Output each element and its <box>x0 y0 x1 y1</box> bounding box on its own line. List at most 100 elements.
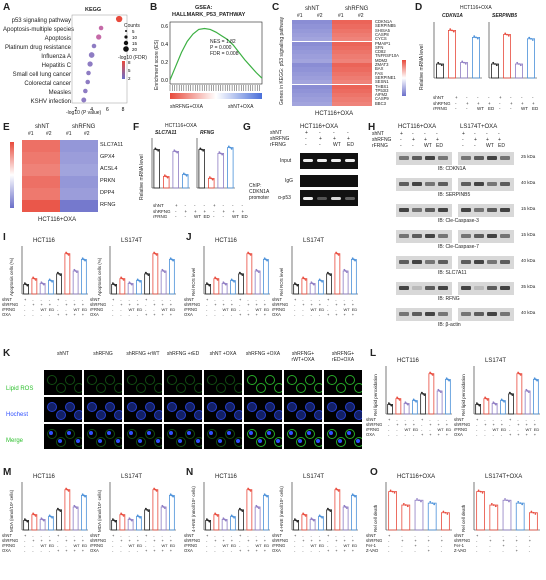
bar-dot <box>492 61 495 64</box>
cell-blob <box>167 429 177 439</box>
row-symbol: - <box>528 543 531 548</box>
bar-dot <box>429 371 432 374</box>
row-symbol: WT <box>255 543 262 548</box>
bar <box>427 502 437 531</box>
blot-band <box>461 208 471 212</box>
cell-blob <box>354 437 362 447</box>
bar-dot <box>527 391 530 394</box>
bar-dot <box>26 284 29 287</box>
panel-b-letter: B <box>150 2 158 13</box>
bar-dot <box>304 514 307 517</box>
row-symbol: + <box>48 538 52 543</box>
bar-dot <box>485 397 488 400</box>
bar-dot <box>387 402 390 405</box>
blot-band <box>487 286 497 290</box>
micro-col-label: shRFNG+ rED+OXA <box>331 351 355 363</box>
row-symbol: - <box>532 95 534 100</box>
row-symbol: - <box>136 297 139 302</box>
row-symbol: + <box>502 543 505 548</box>
row-symbol: + <box>153 548 156 553</box>
kegg-dot <box>83 88 88 94</box>
row-symbol: + <box>510 100 513 106</box>
panel-a-dotplot: 2 4 6 8 <box>71 14 128 113</box>
row-symbol: WT <box>128 543 135 548</box>
bar-dot <box>214 512 217 515</box>
bar-dot <box>415 400 418 403</box>
bar-chart <box>385 366 452 415</box>
row-symbol: - <box>388 548 390 553</box>
cell-nucleus <box>298 439 302 443</box>
row-label: shRFNG <box>90 538 107 543</box>
blot-band <box>487 156 497 160</box>
row-symbol: - <box>318 548 321 553</box>
row-symbol: - <box>239 538 241 543</box>
row-symbol: - <box>477 95 479 100</box>
bar-dot <box>65 487 68 490</box>
bar-dot <box>139 280 142 283</box>
row-symbol: - <box>476 427 478 432</box>
bar-dot <box>34 278 37 281</box>
bar-dot <box>161 268 164 271</box>
row-symbol: - <box>73 297 75 302</box>
row-symbol: ED <box>263 307 270 312</box>
bar-dot <box>222 517 225 520</box>
row-symbol: - <box>24 302 26 307</box>
panel-g-p53-gel <box>300 190 358 206</box>
row-symbol: + <box>327 533 330 538</box>
row-symbol: + <box>388 417 391 422</box>
bar-dot <box>303 277 306 280</box>
row-symbol: + <box>263 302 267 307</box>
bar-dot <box>170 494 173 497</box>
bar-dot <box>73 504 76 507</box>
bar-dot <box>416 498 418 500</box>
cell-blob <box>305 375 315 385</box>
row-symbol: - <box>65 533 67 538</box>
cell-blob <box>354 410 362 420</box>
cell-nucleus <box>227 431 231 435</box>
row-symbol: - <box>509 427 511 432</box>
row-symbol: - <box>128 312 130 317</box>
heatmap-cell <box>292 32 312 38</box>
bar-dot <box>172 259 175 262</box>
row-symbol: - <box>145 307 147 312</box>
row-symbol: + <box>255 538 258 543</box>
bar-dot <box>431 373 434 376</box>
cell-blob <box>345 402 355 412</box>
bar-dot <box>42 519 45 522</box>
row-label: shRFNG <box>454 538 471 543</box>
panel-n-letter: N <box>186 467 194 478</box>
heatmap-cell <box>352 32 372 38</box>
row-symbol: - <box>222 297 224 302</box>
blot-band <box>500 156 510 160</box>
panel-g-lane-igg: IgG <box>285 178 294 184</box>
bar <box>72 270 79 295</box>
bar-dot <box>439 391 442 394</box>
row-label: Z-VAD <box>454 548 467 553</box>
cell-nucleus <box>209 431 213 435</box>
row-label: Fer-1 <box>366 543 377 548</box>
cell-blob <box>74 437 82 447</box>
cell-blob <box>256 383 266 393</box>
panel-d-gene-1: CDKN1A <box>442 13 463 19</box>
row-symbol: - <box>388 422 390 427</box>
blot-gel <box>458 204 514 217</box>
row-symbol: + <box>343 538 346 543</box>
blot-band <box>412 234 422 238</box>
panel-g-letter: G <box>243 122 251 133</box>
bar-dot <box>59 510 62 512</box>
bar-dot <box>293 518 296 521</box>
row-symbol: - <box>32 543 34 548</box>
chart-title: HCT116 <box>215 474 237 480</box>
kegg-dot <box>88 52 95 58</box>
row-symbol: WT <box>40 307 47 312</box>
bar-dot <box>319 515 322 518</box>
bar-dot <box>256 506 259 508</box>
bar-dot <box>526 390 529 392</box>
gene-label: SHISA5 <box>375 27 390 33</box>
bar-dot <box>219 152 222 155</box>
heatmap-cell <box>292 80 312 85</box>
bar-dot <box>241 274 244 276</box>
bar-dot <box>211 178 214 181</box>
chart-ylabel: Rel cell death <box>373 504 378 532</box>
gene-label: CASP9 <box>375 96 389 102</box>
